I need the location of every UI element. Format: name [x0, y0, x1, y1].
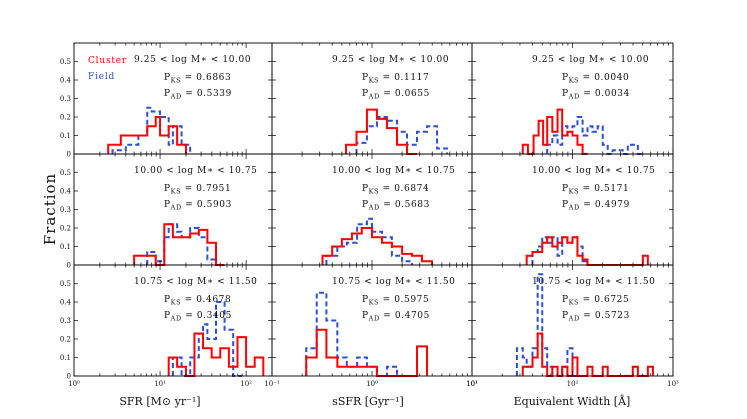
p-ks-value: PKS = 0.7951	[164, 184, 231, 196]
x-tick-label: 10²	[240, 380, 252, 388]
y-tick-label: 0.4	[60, 188, 72, 196]
legend: Cluster Field	[88, 56, 127, 82]
y-tick-label: 0.5	[60, 58, 71, 66]
y-tick-label: 0.4	[60, 299, 72, 307]
x-tick-label: 10¹	[466, 380, 478, 388]
p-ad-value: PAD = 0.0034	[562, 89, 630, 101]
x-axis-label-sfr: SFR [M⊙ yr⁻¹]	[119, 395, 200, 408]
mass-range-label: 10.75 < log M∗ < 11.50	[332, 277, 456, 287]
p-ad-value: PAD = 0.5683	[362, 200, 430, 212]
x-axis-label-equivalent-width: Equivalent Width [Å]	[514, 394, 631, 408]
field-histogram-r1-c0	[146, 223, 218, 265]
mass-range-label: 9.25 < log M∗ < 10.00	[532, 55, 649, 65]
y-tick-label: 0.5	[60, 169, 71, 177]
x-tick-label: 10¹	[154, 380, 166, 388]
field-histogram-r2-c1	[305, 291, 399, 377]
cluster-histogram-r2-c0	[167, 332, 265, 377]
p-ad-value: PAD = 0.3405	[164, 311, 232, 323]
panel-r2-c0: 0 0.1 0.2 0.3 0.4 0.5 10⁰ 10¹ 10² 10.75 < log M∗ …	[60, 264, 273, 388]
x-tick-label: 10⁰	[366, 380, 378, 388]
cluster-histogram-r1-c1	[321, 227, 433, 265]
p-ad-value: PAD = 0.0655	[362, 89, 430, 101]
mass-range-label: 10.75 < log M∗ < 11.50	[134, 277, 258, 287]
p-ks-value: PKS = 0.1117	[362, 73, 429, 85]
y-tick-label: 0.1	[60, 354, 71, 362]
y-tick-label: 0.2	[60, 225, 71, 233]
x-axis-label-ssfr: sSFR [Gyr⁻¹]	[332, 395, 404, 408]
mass-range-label: 9.25 < log M∗ < 10.00	[134, 55, 251, 65]
mass-range-label: 10.00 < log M∗ < 10.75	[134, 166, 258, 176]
field-histogram-r0-c1	[355, 116, 448, 154]
y-axis-label: Fraction	[41, 173, 59, 245]
cluster-histogram-r1-c2	[525, 236, 649, 266]
p-ks-value: PKS = 0.6725	[562, 295, 629, 307]
x-tick-label: 10³	[667, 380, 679, 388]
legend-cluster-label: Cluster	[88, 56, 127, 66]
y-tick-label: 0	[67, 151, 71, 159]
panel-grid: 0 0.1 0.2 0.3 0.4 0.5 9.25 < log M∗ < 10.00 PKS…	[60, 42, 679, 388]
panel-r2-c2: 10¹ 10² 10³ 10.75 < log M∗ < 11.50 PKS = 0.6…	[466, 264, 679, 388]
x-tick-label: 10¹	[466, 380, 478, 388]
cluster-histogram-r1-c0	[133, 223, 225, 266]
p-ad-value: PAD = 0.5339	[164, 89, 232, 101]
x-axis-labels: SFR [M⊙ yr⁻¹] sSFR [Gyr⁻¹] Equivalent Wi…	[119, 394, 630, 408]
y-tick-label: 0.3	[60, 95, 71, 103]
mass-range-label: 10.00 < log M∗ < 10.75	[532, 166, 656, 176]
y-tick-label: 0.1	[60, 243, 71, 251]
panel-r0-c2: 9.25 < log M∗ < 10.00 PKS = 0.0040 PAD = 0…	[471, 42, 674, 155]
cluster-histogram-r0-c0	[107, 116, 187, 154]
field-histogram-r2-c0	[171, 301, 242, 377]
p-ks-value: PKS = 0.0040	[562, 73, 629, 85]
cluster-histogram-r0-c2	[521, 108, 588, 155]
y-tick-label: 0.2	[60, 336, 71, 344]
p-ad-value: PAD = 0.5903	[164, 200, 232, 212]
cluster-histogram-r0-c1	[345, 108, 418, 155]
x-tick-label: 10⁻¹	[264, 380, 280, 388]
field-histogram-r0-c2	[546, 116, 643, 155]
cluster-histogram-r2-c2	[521, 332, 654, 377]
field-histogram-r2-c2	[515, 273, 578, 377]
field-histogram-r1-c1	[325, 217, 413, 265]
p-ks-value: PKS = 0.6874	[362, 184, 429, 196]
y-tick-label: 0	[67, 373, 71, 381]
y-tick-label: 0.3	[60, 317, 71, 325]
y-tick-label: 0	[67, 262, 71, 270]
panel-r1-c2: 10.00 < log M∗ < 10.75 PKS = 0.5171 PAD = …	[471, 153, 674, 266]
p-ks-value: PKS = 0.5171	[562, 184, 629, 196]
mass-range-label: 9.25 < log M∗ < 10.00	[332, 55, 449, 65]
mass-range-label: 10.00 < log M∗ < 10.75	[332, 166, 456, 176]
panel-r0-c1: 9.25 < log M∗ < 10.00 PKS = 0.1117 PAD = 0…	[271, 42, 473, 155]
x-tick-label: 10²	[567, 380, 579, 388]
p-ad-value: PAD = 0.4979	[562, 200, 630, 212]
panel-r1-c0: 0 0.1 0.2 0.3 0.4 0.5 10.00 < log M∗ < 10.75 PK…	[60, 153, 273, 270]
y-tick-label: 0.4	[60, 77, 72, 85]
y-tick-label: 0.1	[60, 132, 71, 140]
legend-field-label: Field	[88, 72, 115, 82]
panel-r1-c1: 10.00 < log M∗ < 10.75 PKS = 0.6874 PAD = …	[271, 153, 473, 266]
y-tick-label: 0.2	[60, 114, 71, 122]
y-tick-label: 0.3	[60, 206, 71, 214]
panel-r2-c1: 10⁻¹ 10⁰ 10¹ 10.75 < log M∗ < 11.50 PKS = 0.…	[264, 264, 478, 388]
field-histogram-r0-c0	[111, 106, 192, 154]
y-tick-label: 0.5	[60, 280, 71, 288]
p-ad-value: PAD = 0.5723	[562, 311, 630, 323]
p-ks-value: PKS = 0.6863	[164, 73, 231, 85]
x-tick-label: 10⁰	[68, 380, 80, 388]
mass-range-label: 10.75 < log M∗ < 11.50	[532, 277, 656, 287]
p-ks-value: PKS = 0.4678	[164, 295, 231, 307]
p-ks-value: PKS = 0.5975	[362, 295, 429, 307]
p-ad-value: PAD = 0.4705	[362, 311, 430, 323]
cluster-histogram-r2-c1	[305, 328, 429, 377]
